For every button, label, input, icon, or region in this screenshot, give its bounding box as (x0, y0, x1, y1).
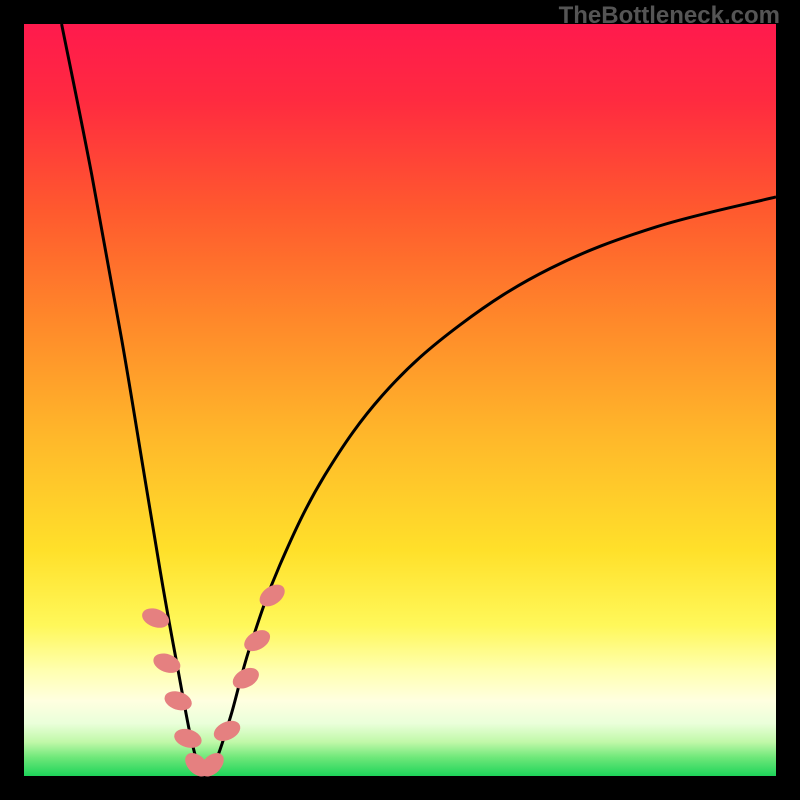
chart-frame: TheBottleneck.com (0, 0, 800, 800)
watermark-text: TheBottleneck.com (559, 2, 780, 30)
gradient-background (24, 24, 776, 776)
plot-svg (0, 0, 800, 800)
